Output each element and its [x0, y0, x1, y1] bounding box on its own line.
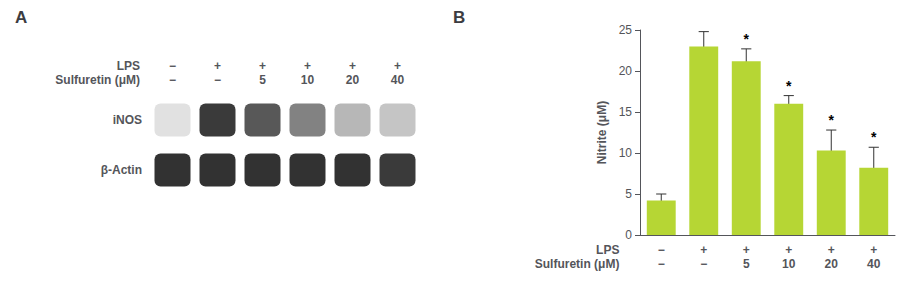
svg-text:*: *: [829, 112, 835, 128]
svg-text:A: A: [15, 8, 27, 27]
svg-text:−: −: [700, 257, 707, 271]
svg-text:LPS: LPS: [117, 59, 140, 73]
svg-text:−: −: [214, 73, 221, 87]
svg-text:10: 10: [301, 73, 315, 87]
svg-text:*: *: [744, 31, 750, 47]
svg-text:+: +: [259, 59, 266, 73]
svg-text:B: B: [453, 8, 465, 27]
svg-text:Sulfuretin (μM): Sulfuretin (μM): [55, 73, 140, 87]
svg-text:5: 5: [743, 257, 750, 271]
svg-text:5: 5: [259, 73, 266, 87]
svg-text:+: +: [785, 243, 792, 257]
svg-text:+: +: [304, 59, 311, 73]
svg-text:+: +: [700, 243, 707, 257]
svg-text:LPS: LPS: [596, 243, 619, 257]
svg-text:15: 15: [619, 105, 633, 119]
svg-text:+: +: [870, 243, 877, 257]
svg-text:+: +: [349, 59, 356, 73]
svg-text:*: *: [871, 129, 877, 145]
svg-text:20: 20: [346, 73, 360, 87]
svg-text:20: 20: [619, 64, 633, 78]
svg-text:+: +: [743, 243, 750, 257]
svg-text:−: −: [658, 243, 665, 257]
svg-text:0: 0: [625, 228, 632, 242]
svg-text:+: +: [394, 59, 401, 73]
svg-text:40: 40: [867, 257, 881, 271]
svg-text:−: −: [658, 257, 665, 271]
svg-text:25: 25: [619, 23, 633, 37]
svg-text:+: +: [214, 59, 221, 73]
svg-text:20: 20: [825, 257, 839, 271]
svg-text:40: 40: [391, 73, 405, 87]
svg-text:Sulfuretin (μM): Sulfuretin (μM): [535, 257, 620, 271]
svg-text:+: +: [828, 243, 835, 257]
svg-text:10: 10: [782, 257, 796, 271]
svg-text:10: 10: [619, 146, 633, 160]
svg-text:Nitrite (μM): Nitrite (μM): [595, 101, 609, 164]
svg-text:−: −: [169, 73, 176, 87]
svg-text:−: −: [169, 59, 176, 73]
svg-text:5: 5: [625, 187, 632, 201]
svg-text:iNOS: iNOS: [113, 113, 142, 127]
svg-text:β-Actin: β-Actin: [101, 163, 142, 177]
svg-text:*: *: [786, 78, 792, 94]
